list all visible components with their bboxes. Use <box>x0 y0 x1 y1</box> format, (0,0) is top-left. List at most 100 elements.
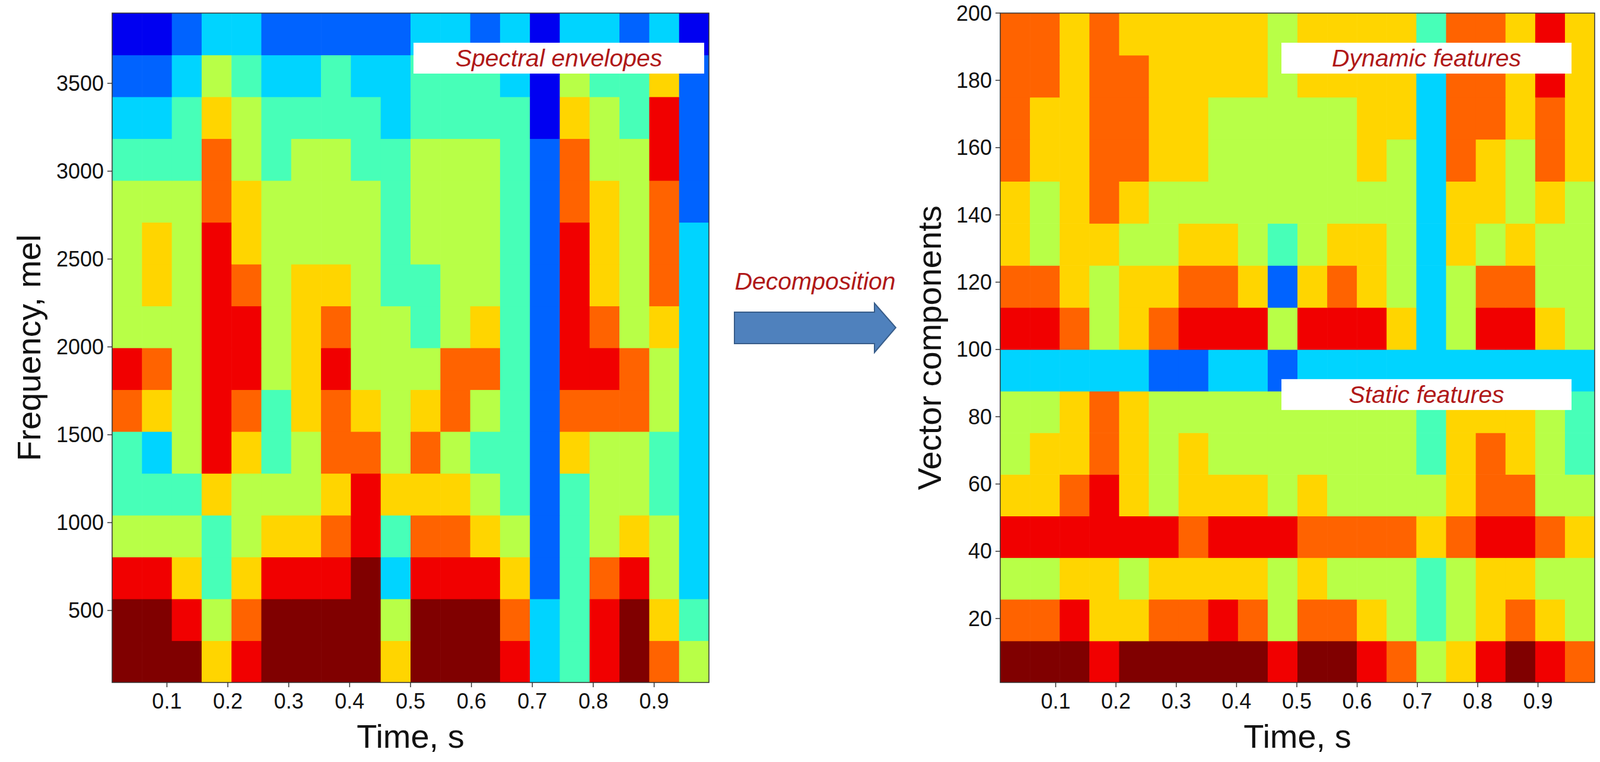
heat-cell <box>231 640 262 683</box>
heat-cell <box>291 222 322 265</box>
heat-cell <box>1297 515 1328 558</box>
heat-cell <box>112 598 143 641</box>
heat-cell <box>350 306 381 349</box>
x-tick-label: 0.8 <box>1462 688 1493 714</box>
y-tick-label: 2000 <box>56 334 104 359</box>
heat-cell <box>440 473 471 516</box>
heat-cell <box>470 640 501 683</box>
heat-cell <box>1446 139 1477 182</box>
heat-cell <box>1446 307 1477 350</box>
heat-cell <box>649 180 680 223</box>
heat-cell <box>560 96 591 139</box>
heat-cell <box>560 263 591 307</box>
heat-cell <box>410 347 441 390</box>
y-tick <box>107 258 113 260</box>
heat-cell <box>1029 390 1061 434</box>
heat-cell <box>291 598 322 641</box>
heat-cell <box>320 389 352 432</box>
heat-cell <box>1535 97 1566 140</box>
heat-cell <box>172 138 203 181</box>
heat-cell <box>1476 139 1507 182</box>
heat-cell <box>440 431 471 474</box>
heat-cell <box>1059 640 1090 683</box>
heat-cell <box>1149 640 1180 683</box>
heat-cell <box>1505 97 1536 140</box>
x-tick-label: 0.1 <box>1040 688 1071 714</box>
heat-cell <box>1000 390 1031 434</box>
heat-cell <box>380 640 412 683</box>
heat-cell <box>261 640 292 683</box>
heat-cell <box>201 138 232 181</box>
heat-cell <box>1327 265 1358 308</box>
heat-cell <box>679 640 709 683</box>
heat-cell <box>291 55 322 98</box>
heat-cell <box>1267 307 1299 350</box>
heat-cell <box>1208 139 1239 182</box>
heat-cell <box>589 514 620 558</box>
y-tick <box>995 348 1001 351</box>
heat-cell <box>1029 180 1061 224</box>
heat-cell <box>1416 557 1447 600</box>
heat-cell <box>261 55 292 98</box>
heat-cell <box>1476 599 1507 642</box>
heat-cell <box>1178 390 1210 434</box>
heat-cell <box>589 138 620 181</box>
heat-cell <box>1029 97 1061 140</box>
heat-cell <box>112 222 143 265</box>
heat-cell <box>1178 640 1210 683</box>
heat-cell <box>1238 432 1269 475</box>
heat-cell <box>410 389 441 432</box>
heat-cell <box>470 96 501 139</box>
heat-cell <box>1178 97 1210 140</box>
heat-cell <box>560 431 591 474</box>
heat-cell <box>619 263 650 307</box>
heat-cell <box>1535 640 1566 683</box>
heat-cell <box>619 514 650 558</box>
y-axis-title: Frequency, mel <box>10 234 48 461</box>
heat-cell <box>1029 515 1061 558</box>
heat-cell <box>1267 97 1299 140</box>
heat-cell <box>380 96 412 139</box>
heat-cell <box>380 389 412 432</box>
heat-cell <box>1059 265 1090 308</box>
heat-cell <box>470 180 501 223</box>
heat-cell <box>619 96 650 139</box>
heat-cell <box>589 263 620 307</box>
heat-cell <box>470 138 501 181</box>
heat-cell <box>649 96 680 139</box>
heat-cell <box>1564 432 1595 475</box>
heat-cell <box>261 598 292 641</box>
heat-cell <box>1000 265 1031 308</box>
heat-cell <box>589 557 620 600</box>
x-tick <box>288 682 290 687</box>
heat-cell <box>1149 307 1180 350</box>
heat-cell <box>1564 97 1595 140</box>
heat-cell <box>410 598 441 641</box>
heat-cell <box>560 473 591 516</box>
heat-cell <box>320 138 352 181</box>
heat-cell <box>1059 432 1090 475</box>
heat-cell <box>500 263 531 307</box>
heat-cell <box>1505 557 1536 600</box>
heat-cell <box>1029 557 1061 600</box>
heat-cell <box>410 306 441 349</box>
heat-cell <box>1089 432 1120 475</box>
heat-cell <box>1386 223 1417 266</box>
heat-cell <box>1297 223 1328 266</box>
heat-cell <box>112 96 143 139</box>
heat-cell <box>1149 180 1180 224</box>
heat-cell <box>1446 223 1477 266</box>
heat-cell <box>1386 474 1417 517</box>
heat-cell <box>1535 307 1566 350</box>
heat-cell <box>350 431 381 474</box>
y-tick <box>995 483 1001 485</box>
heat-cell <box>1000 640 1031 683</box>
annotation: Static features <box>1348 380 1504 409</box>
heat-cell <box>1149 223 1180 266</box>
heat-cell <box>589 96 620 139</box>
heat-cell <box>1564 640 1595 683</box>
heat-cell <box>1297 265 1328 308</box>
heat-cell <box>1327 180 1358 224</box>
heat-cell <box>1118 432 1150 475</box>
heat-cell <box>1327 599 1358 642</box>
